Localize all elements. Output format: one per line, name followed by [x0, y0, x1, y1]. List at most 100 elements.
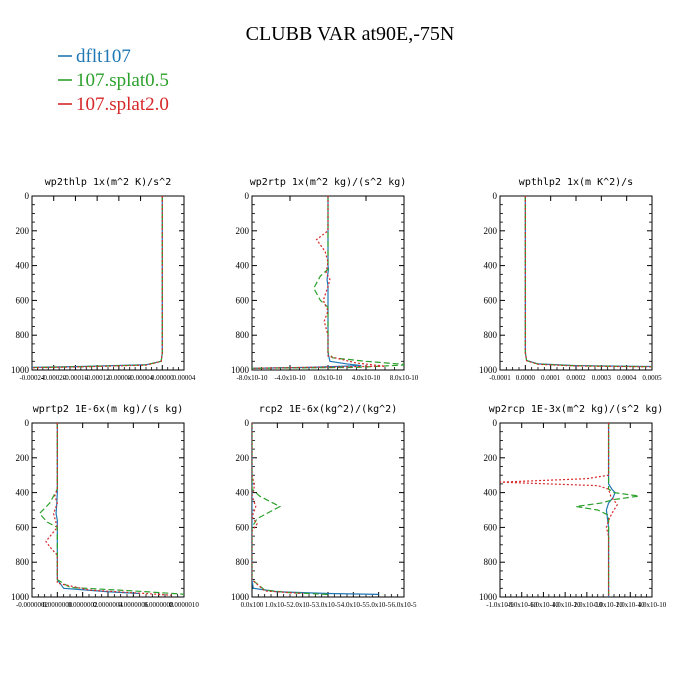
x-tick-label: -0.0000002	[16, 601, 49, 609]
x-tick-label: -4.0x10-10	[550, 601, 581, 609]
panel-title: wp2rtp 1x(m^2 kg)/(s^2 kg)	[250, 177, 407, 188]
x-tick-label: 0.0000010	[169, 601, 199, 609]
y-tick-label: 800	[236, 330, 250, 340]
series-line-dflt107	[605, 423, 616, 597]
series-line-107.splat2.0	[32, 196, 163, 369]
x-tick-label: 0.0000	[516, 374, 536, 382]
x-tick-label: 0.0004	[617, 374, 637, 382]
y-tick-label: 1000	[231, 592, 250, 602]
series-line-107.splat0.5	[575, 423, 640, 597]
x-tick-label: -0.00020	[41, 374, 67, 382]
y-tick-label: 800	[236, 557, 250, 567]
series-line-dflt107	[524, 196, 652, 368]
y-tick-label: 200	[484, 226, 498, 236]
x-tick-label: -8.0x10-10	[506, 601, 537, 609]
y-tick-label: 1000	[479, 365, 498, 375]
legend-label-1: 107.splat0.5	[76, 70, 169, 91]
x-tick-label: 2.0x10-10	[616, 601, 645, 609]
series-line-107.splat2.0	[252, 196, 386, 369]
x-tick-label: 4.0x10-10	[638, 601, 667, 609]
series-line-dflt107	[252, 196, 362, 369]
x-tick-label: -0.00024	[19, 374, 45, 382]
y-tick-label: 600	[484, 295, 498, 305]
plot-frame	[31, 195, 185, 371]
y-tick-label: 600	[16, 295, 30, 305]
series-line-dflt107	[55, 423, 140, 595]
x-tick-label: -0.00008	[106, 374, 132, 382]
panel-title: wprtp2 1E-6x(m kg)/(s kg)	[33, 404, 184, 415]
y-tick-label: 400	[236, 488, 250, 498]
x-tick-label: 0.00000	[151, 374, 174, 382]
panel-1: wp2rtp 1x(m^2 kg)/(s^2 kg)0 200 400 600 800 1…	[231, 177, 419, 382]
panel-title: rcp2 1E-6x(kg^2)/(kg^2)	[259, 404, 397, 415]
series-line-dflt107	[252, 423, 379, 595]
y-tick-label: 1000	[11, 365, 30, 375]
x-tick-label: -4.0x10-10	[275, 374, 306, 382]
panel-2: wpthlp2 1x(m K^2)/s 0 200 400 600 800 1000-0.0…	[479, 177, 662, 382]
x-tick-label: -0.0001	[489, 374, 511, 382]
series-line-107.splat2.0	[500, 423, 618, 597]
y-tick-label: 0	[493, 191, 498, 201]
y-tick-label: 400	[16, 261, 30, 271]
x-tick-label: -1.0x10-9	[486, 601, 514, 609]
series-line-107.splat0.5	[252, 196, 404, 369]
figure-title: CLUBB VAR at90E,-75N	[246, 23, 455, 45]
panel-title: wpthlp2 1x(m K^2)/s	[519, 177, 633, 188]
x-tick-label: 1.0x10-5	[265, 601, 291, 609]
x-tick-label: 0.0000008	[144, 601, 174, 609]
y-tick-label: 0	[245, 191, 250, 201]
x-tick-label: 0.0005	[642, 374, 662, 382]
x-tick-label: 0.0000004	[93, 601, 123, 609]
panel-title: wp2thlp 1x(m^2 K)/s^2	[45, 177, 171, 188]
y-tick-label: 0	[245, 418, 250, 428]
x-tick-label: -0.00012	[85, 374, 111, 382]
x-tick-label: 3.0x10-5	[315, 601, 341, 609]
x-tick-label: -2.0x10-10	[571, 601, 602, 609]
legend: dflt107 107.splat0.5 107.splat2.0	[58, 46, 169, 115]
y-tick-label: 400	[484, 261, 498, 271]
series-line-107.splat2.0	[45, 423, 172, 596]
y-tick-label: 600	[236, 522, 250, 532]
x-tick-label: -8.0x10-10	[237, 374, 268, 382]
y-tick-label: 1000	[231, 365, 250, 375]
y-tick-label: 200	[16, 453, 30, 463]
series-line-107.splat0.5	[38, 423, 184, 595]
x-tick-label: 0.0000000	[42, 601, 72, 609]
x-tick-label: 0.0x100	[241, 601, 264, 609]
y-tick-label: 400	[236, 261, 250, 271]
x-tick-label: 0.0001	[541, 374, 561, 382]
x-tick-label: 0.0000002	[68, 601, 98, 609]
y-tick-label: 200	[16, 226, 30, 236]
x-tick-label: 0.00004	[173, 374, 196, 382]
panel-5: wp2rcp 1E-3x(m^2 kg)/(s^2 kg) 0 200 400 600 8…	[479, 404, 667, 609]
x-tick-label: 4.0x10-10	[352, 374, 381, 382]
y-tick-label: 0	[25, 191, 30, 201]
y-tick-label: 1000	[479, 592, 498, 602]
series-line-107.splat0.5	[32, 196, 163, 369]
y-tick-label: 400	[484, 488, 498, 498]
series-line-107.splat0.5	[252, 423, 329, 595]
y-tick-label: 200	[236, 226, 250, 236]
y-tick-label: 200	[484, 453, 498, 463]
x-tick-label: -0.00004	[128, 374, 154, 382]
y-tick-label: 200	[236, 453, 250, 463]
series-line-107.splat2.0	[524, 196, 652, 368]
series-line-dflt107	[32, 196, 163, 368]
y-tick-label: 800	[484, 330, 498, 340]
x-tick-label: 2.0x10-5	[290, 601, 316, 609]
x-tick-label: 5.0x10-5	[366, 601, 392, 609]
panel-3: wprtp2 1E-6x(m kg)/(s kg)0 200 400 600 800 10…	[11, 404, 199, 609]
y-tick-label: 600	[484, 522, 498, 532]
legend-label-0: dflt107	[76, 46, 131, 67]
panel-0: wp2thlp 1x(m^2 K)/s^202004006008001000-0…	[11, 177, 196, 382]
y-tick-label: 0	[493, 418, 498, 428]
panels: wp2thlp 1x(m^2 K)/s^202004006008001000-0…	[11, 177, 667, 609]
x-tick-label: 0.0x10-10	[314, 374, 343, 382]
x-tick-label: 0.0000006	[118, 601, 148, 609]
legend-label-2: 107.splat2.0	[76, 94, 169, 115]
y-tick-label: 400	[16, 488, 30, 498]
y-tick-label: 800	[16, 557, 30, 567]
x-tick-label: -0.00016	[63, 374, 89, 382]
x-tick-label: 4.0x10-5	[341, 601, 367, 609]
y-tick-label: 600	[236, 295, 250, 305]
